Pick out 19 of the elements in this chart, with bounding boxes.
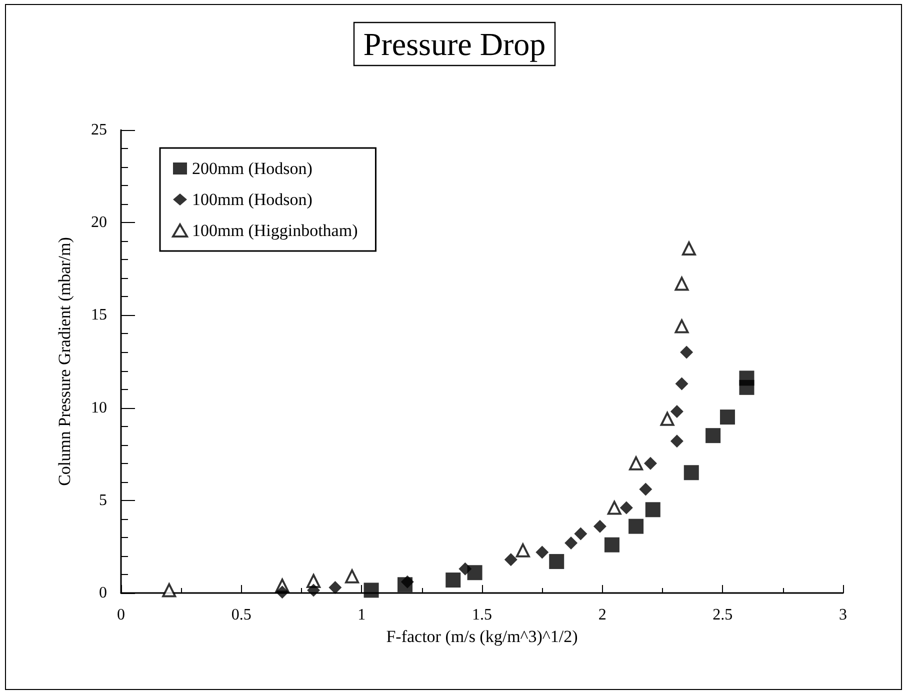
x-tick-label: 1.5 <box>472 606 492 624</box>
legend-label: 100mm (Higginbotham) <box>192 221 358 240</box>
x-tick-label: 1 <box>358 606 366 624</box>
chart-title: Pressure Drop <box>363 26 546 62</box>
x-tick-label: 2 <box>598 606 606 624</box>
legend-label: 200mm (Hodson) <box>192 159 312 178</box>
x-tick-label: 3 <box>839 606 847 624</box>
x-axis-title: F-factor (m/s (kg/m^3)^1/2) <box>386 626 578 646</box>
x-tick-label: 0.5 <box>231 606 252 624</box>
y-tick-label: 20 <box>91 214 107 232</box>
x-tick-label: 0 <box>117 606 125 624</box>
y-tick-label: 25 <box>91 122 107 138</box>
y-tick-label: 5 <box>99 492 107 509</box>
y-tick-label: 10 <box>91 399 107 416</box>
y-tick-label: 15 <box>91 306 107 324</box>
y-tick-label: 0 <box>99 584 107 602</box>
legend-label: 100mm (Hodson) <box>192 190 312 209</box>
x-tick-label: 2.5 <box>712 606 733 624</box>
y-axis-title: Column Pressure Gradient (mbar/m) <box>55 237 74 486</box>
